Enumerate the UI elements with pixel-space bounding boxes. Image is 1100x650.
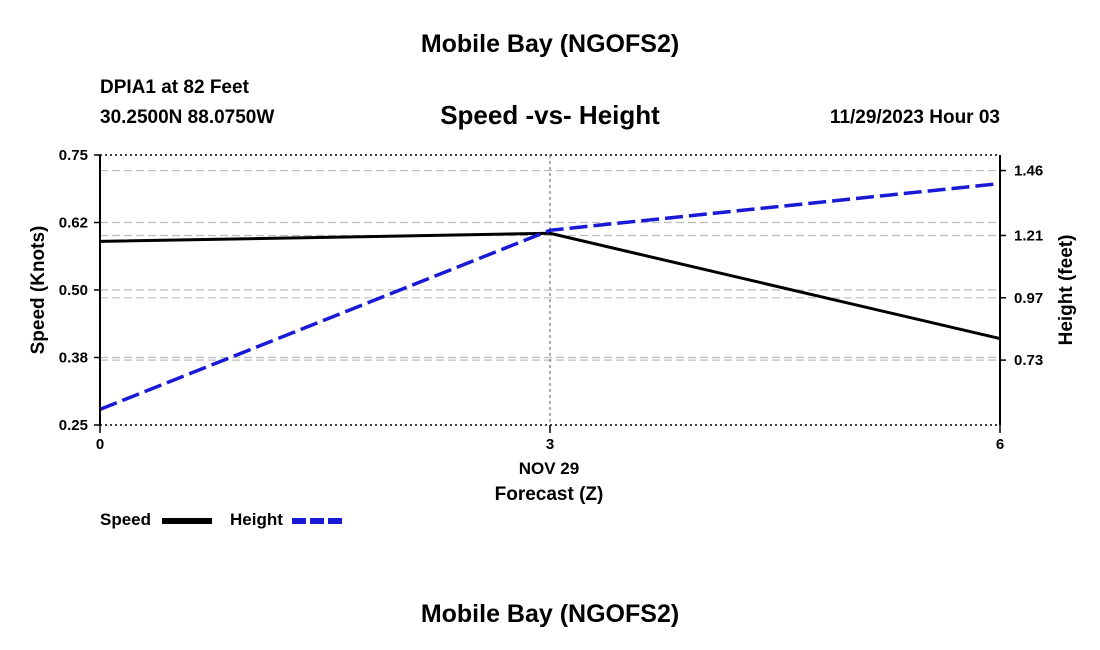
y-tick-label-right: 0.97: [1014, 290, 1043, 307]
y-tick-label-right: 1.46: [1014, 163, 1043, 180]
y-tick-label-right: 1.21: [1014, 227, 1043, 244]
y-tick-label-left: 0.62: [59, 215, 88, 232]
legend-height-swatch: [292, 518, 342, 524]
x-date-label: NOV 29: [519, 459, 579, 478]
legend-speed-swatch: [162, 518, 212, 524]
chart-series: [99, 181, 1001, 412]
station-coordinates: 30.2500N 88.0750W: [100, 107, 275, 128]
footer-title: Mobile Bay (NGOFS2): [420, 600, 680, 628]
page-title: Mobile Bay (NGOFS2): [420, 30, 680, 58]
x-axis-label: Forecast (Z): [495, 484, 604, 505]
legend-speed-label: Speed: [100, 510, 152, 529]
y-tick-label-left: 0.50: [59, 282, 88, 299]
x-tick-label: 6: [996, 436, 1004, 453]
forecast-datetime: 11/29/2023 Hour 03: [829, 107, 1000, 128]
y-axis-right-label: Height (feet): [1056, 235, 1077, 346]
series-line-speed: [99, 231, 1001, 341]
x-tick-label: 3: [546, 436, 554, 453]
y-axis-left-label: Speed (Knots): [28, 226, 49, 355]
chart-ticks: 0.25 0.38 0.50 0.62 0.75 0.73 0.97 1.21 1.46 0 3 6: [59, 147, 1043, 453]
station-label: DPIA1 at 82 Feet: [100, 77, 249, 98]
y-tick-label-left: 0.38: [59, 350, 88, 367]
chart-grid: [100, 154, 1000, 426]
chart-title: Speed -vs- Height: [440, 100, 660, 130]
y-tick-label-left: 0.25: [59, 417, 88, 434]
series-line-height: [99, 181, 1001, 412]
legend-height-label: Height: [230, 510, 283, 529]
x-tick-label: 0: [96, 436, 104, 453]
y-tick-label-left: 0.75: [59, 147, 88, 164]
y-tick-label-right: 0.73: [1014, 352, 1043, 369]
